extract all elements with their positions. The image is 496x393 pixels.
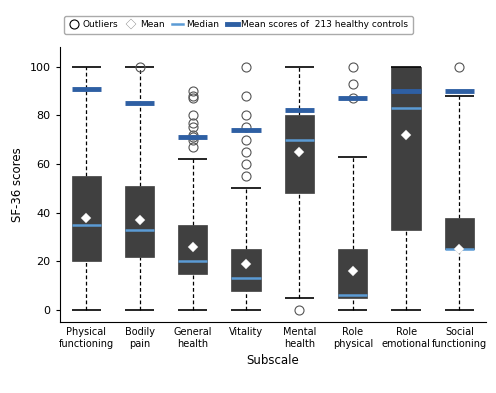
Bar [125, 186, 154, 257]
Bar [338, 249, 368, 298]
Y-axis label: SF-36 scores: SF-36 scores [11, 147, 24, 222]
Bar [178, 225, 207, 274]
Bar [232, 249, 261, 290]
Legend: Outliers, Mean, Median, Mean scores of  213 healthy controls: Outliers, Mean, Median, Mean scores of 2… [64, 16, 413, 34]
Bar [445, 218, 474, 249]
Bar [391, 67, 421, 230]
Bar [71, 176, 101, 261]
X-axis label: Subscale: Subscale [247, 354, 299, 367]
Bar [285, 115, 314, 193]
